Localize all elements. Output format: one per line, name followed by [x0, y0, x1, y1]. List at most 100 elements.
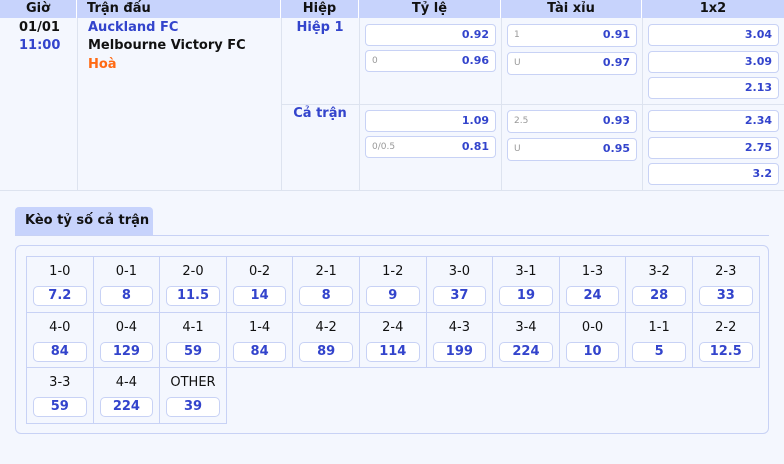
match-time: 11:00 — [19, 38, 61, 53]
score-label: 2-4 — [382, 319, 404, 335]
header-time: Giờ — [0, 0, 77, 18]
handicap-odds-button[interactable]: 0 0.96 — [365, 50, 496, 72]
score-odds-button[interactable]: 19 — [499, 286, 553, 306]
handicap-odds-button[interactable]: 0.92 — [365, 24, 496, 46]
period-label: Hiệp 1 — [296, 20, 344, 35]
score-label: 0-4 — [115, 319, 137, 335]
score-odds-button[interactable]: 59 — [166, 341, 220, 362]
score-odds-button[interactable]: 8 — [299, 286, 353, 306]
score-cell: 1-3 24 — [559, 257, 627, 313]
score-label: OTHER — [170, 375, 216, 390]
score-label: 3-3 — [49, 375, 71, 390]
score-odds-button[interactable]: 9 — [365, 286, 420, 306]
score-cell: 0-1 8 — [93, 257, 161, 313]
tab-correct-score[interactable]: Kèo tỷ số cả trận — [15, 207, 153, 235]
overunder-odds-button[interactable]: U 0.97 — [507, 52, 637, 75]
score-label: 3-1 — [515, 264, 537, 279]
score-cell: 2-3 33 — [692, 257, 760, 313]
handicap-odds-button[interactable]: 1.09 — [365, 110, 496, 132]
score-label: 1-1 — [648, 319, 670, 335]
score-cell: 1-0 7.2 — [27, 257, 94, 313]
score-cell: 4-3 199 — [426, 312, 494, 368]
score-label: 0-2 — [248, 264, 271, 279]
score-odds-button[interactable]: 12.5 — [698, 341, 753, 362]
score-label: 2-1 — [315, 264, 337, 279]
score-label: 4-4 — [115, 375, 137, 390]
score-odds-button[interactable]: 8 — [99, 286, 154, 306]
overunder-odds-button[interactable]: U 0.95 — [507, 138, 637, 161]
score-odds-button[interactable]: 37 — [432, 286, 487, 306]
odds-value: 0.96 — [461, 54, 489, 67]
1x2-odds-button[interactable]: 3.2 — [648, 163, 779, 185]
odds-value: 0.92 — [461, 28, 489, 41]
handicap-odds-button[interactable]: 0/0.5 0.81 — [365, 136, 496, 158]
score-label: 0-1 — [115, 264, 137, 279]
score-cell: 2-1 8 — [293, 257, 360, 313]
1x2-odds-button[interactable]: 2.75 — [648, 136, 779, 159]
score-label: 1-3 — [581, 264, 604, 279]
score-label: 3-0 — [448, 264, 470, 279]
score-odds-button[interactable]: 14 — [232, 286, 287, 306]
draw-label: Hoà — [88, 57, 117, 72]
score-cell: 1-4 84 — [226, 312, 294, 368]
score-odds-button[interactable]: 5 — [632, 341, 686, 362]
score-odds-button[interactable]: 114 — [365, 341, 420, 362]
score-cell: 2-0 11.5 — [160, 257, 227, 313]
header-handicap: Tỷ lệ — [359, 0, 501, 18]
score-odds-button[interactable]: 224 — [499, 341, 553, 362]
score-cell: 4-1 59 — [160, 312, 227, 368]
overunder-line: 2.5 — [514, 116, 529, 126]
score-label: 4-0 — [49, 319, 71, 335]
score-odds-button[interactable]: 33 — [698, 286, 753, 306]
score-label: 0-0 — [581, 319, 604, 335]
overunder-odds-button[interactable]: 2.5 0.93 — [507, 110, 637, 133]
overunder-odds-button[interactable]: 1 0.91 — [507, 24, 637, 47]
score-label: 3-2 — [648, 264, 670, 279]
score-cell: 1-1 5 — [626, 312, 693, 368]
score-odds-button[interactable]: 7.2 — [33, 286, 87, 306]
score-odds-button[interactable]: 28 — [632, 286, 686, 306]
1x2-odds-button[interactable]: 3.09 — [648, 50, 779, 73]
score-odds-button[interactable]: 59 — [33, 397, 87, 417]
score-cell: 3-4 224 — [493, 312, 560, 368]
1x2-odds-button[interactable]: 2.13 — [648, 77, 779, 99]
score-label: 2-3 — [715, 264, 737, 279]
score-odds-button[interactable]: 129 — [99, 341, 154, 362]
score-odds-button[interactable]: 89 — [299, 341, 353, 362]
away-team[interactable]: Melbourne Victory FC — [88, 38, 246, 53]
score-cell: 4-0 84 — [27, 312, 94, 368]
score-cell: 3-3 59 — [27, 368, 94, 424]
score-cell: 4-2 89 — [293, 312, 360, 368]
score-odds-button[interactable]: 24 — [565, 286, 620, 306]
score-label: 4-3 — [448, 319, 470, 335]
home-team[interactable]: Auckland FC — [88, 20, 179, 35]
score-label: 2-0 — [182, 264, 204, 279]
score-odds-button[interactable]: 11.5 — [166, 286, 220, 306]
score-odds-button[interactable]: 84 — [232, 341, 287, 362]
score-cell: 0-0 10 — [559, 312, 627, 368]
1x2-odds-button[interactable]: 2.34 — [648, 110, 779, 132]
odds-value: 1.09 — [461, 114, 489, 127]
overunder-line: U — [514, 58, 521, 68]
score-odds-button[interactable]: 199 — [432, 341, 487, 362]
odds-value: 3.09 — [744, 54, 772, 68]
score-cell: 2-4 114 — [359, 312, 427, 368]
score-cell: 0-2 14 — [226, 257, 294, 313]
score-label: 2-2 — [715, 319, 737, 335]
score-cell: 0-4 129 — [93, 312, 161, 368]
odds-value: 3.04 — [744, 28, 772, 41]
header-match: Trận đấu — [77, 0, 281, 18]
score-odds-button[interactable]: 10 — [565, 341, 620, 362]
score-odds-button[interactable]: 84 — [33, 341, 87, 362]
handicap-line: 0/0.5 — [372, 142, 396, 152]
overunder-line: 1 — [514, 30, 520, 40]
1x2-odds-button[interactable]: 3.04 — [648, 24, 779, 46]
score-cell: 2-2 12.5 — [692, 312, 760, 368]
header-half: Hiệp — [281, 0, 359, 18]
score-odds-button[interactable]: 39 — [166, 397, 220, 417]
odds-value: 2.75 — [744, 140, 772, 154]
odds-value: 2.34 — [744, 114, 772, 127]
score-odds-button[interactable]: 224 — [99, 397, 154, 417]
odds-value: 2.13 — [744, 81, 772, 94]
score-label: 1-0 — [49, 264, 71, 279]
